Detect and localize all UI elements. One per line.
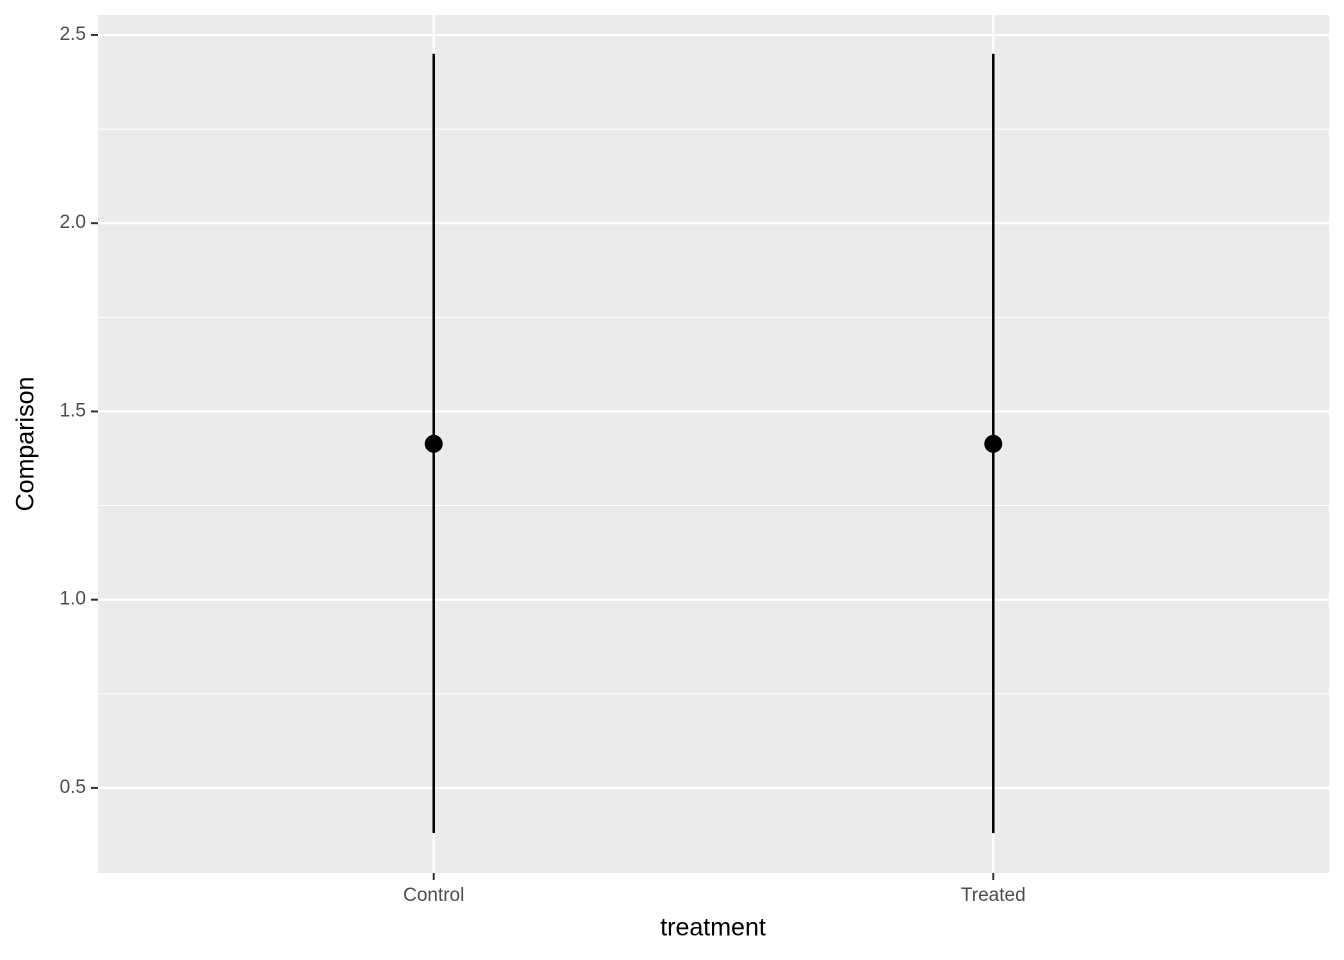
panel [98, 15, 1329, 873]
x-axis-title: treatment [660, 914, 766, 942]
y-tick-label: 1.0 [60, 589, 86, 610]
y-tick-label: 2.5 [60, 24, 86, 45]
x-tick-label: Control [403, 885, 464, 906]
point [424, 434, 443, 453]
y-tick-label: 2.0 [60, 212, 86, 233]
y-axis-title: Comparison [12, 377, 40, 512]
x-tick-label: Treated [961, 885, 1026, 906]
y-tick-label: 1.5 [60, 400, 86, 421]
y-tick-label: 0.5 [60, 777, 86, 798]
point [984, 434, 1003, 453]
